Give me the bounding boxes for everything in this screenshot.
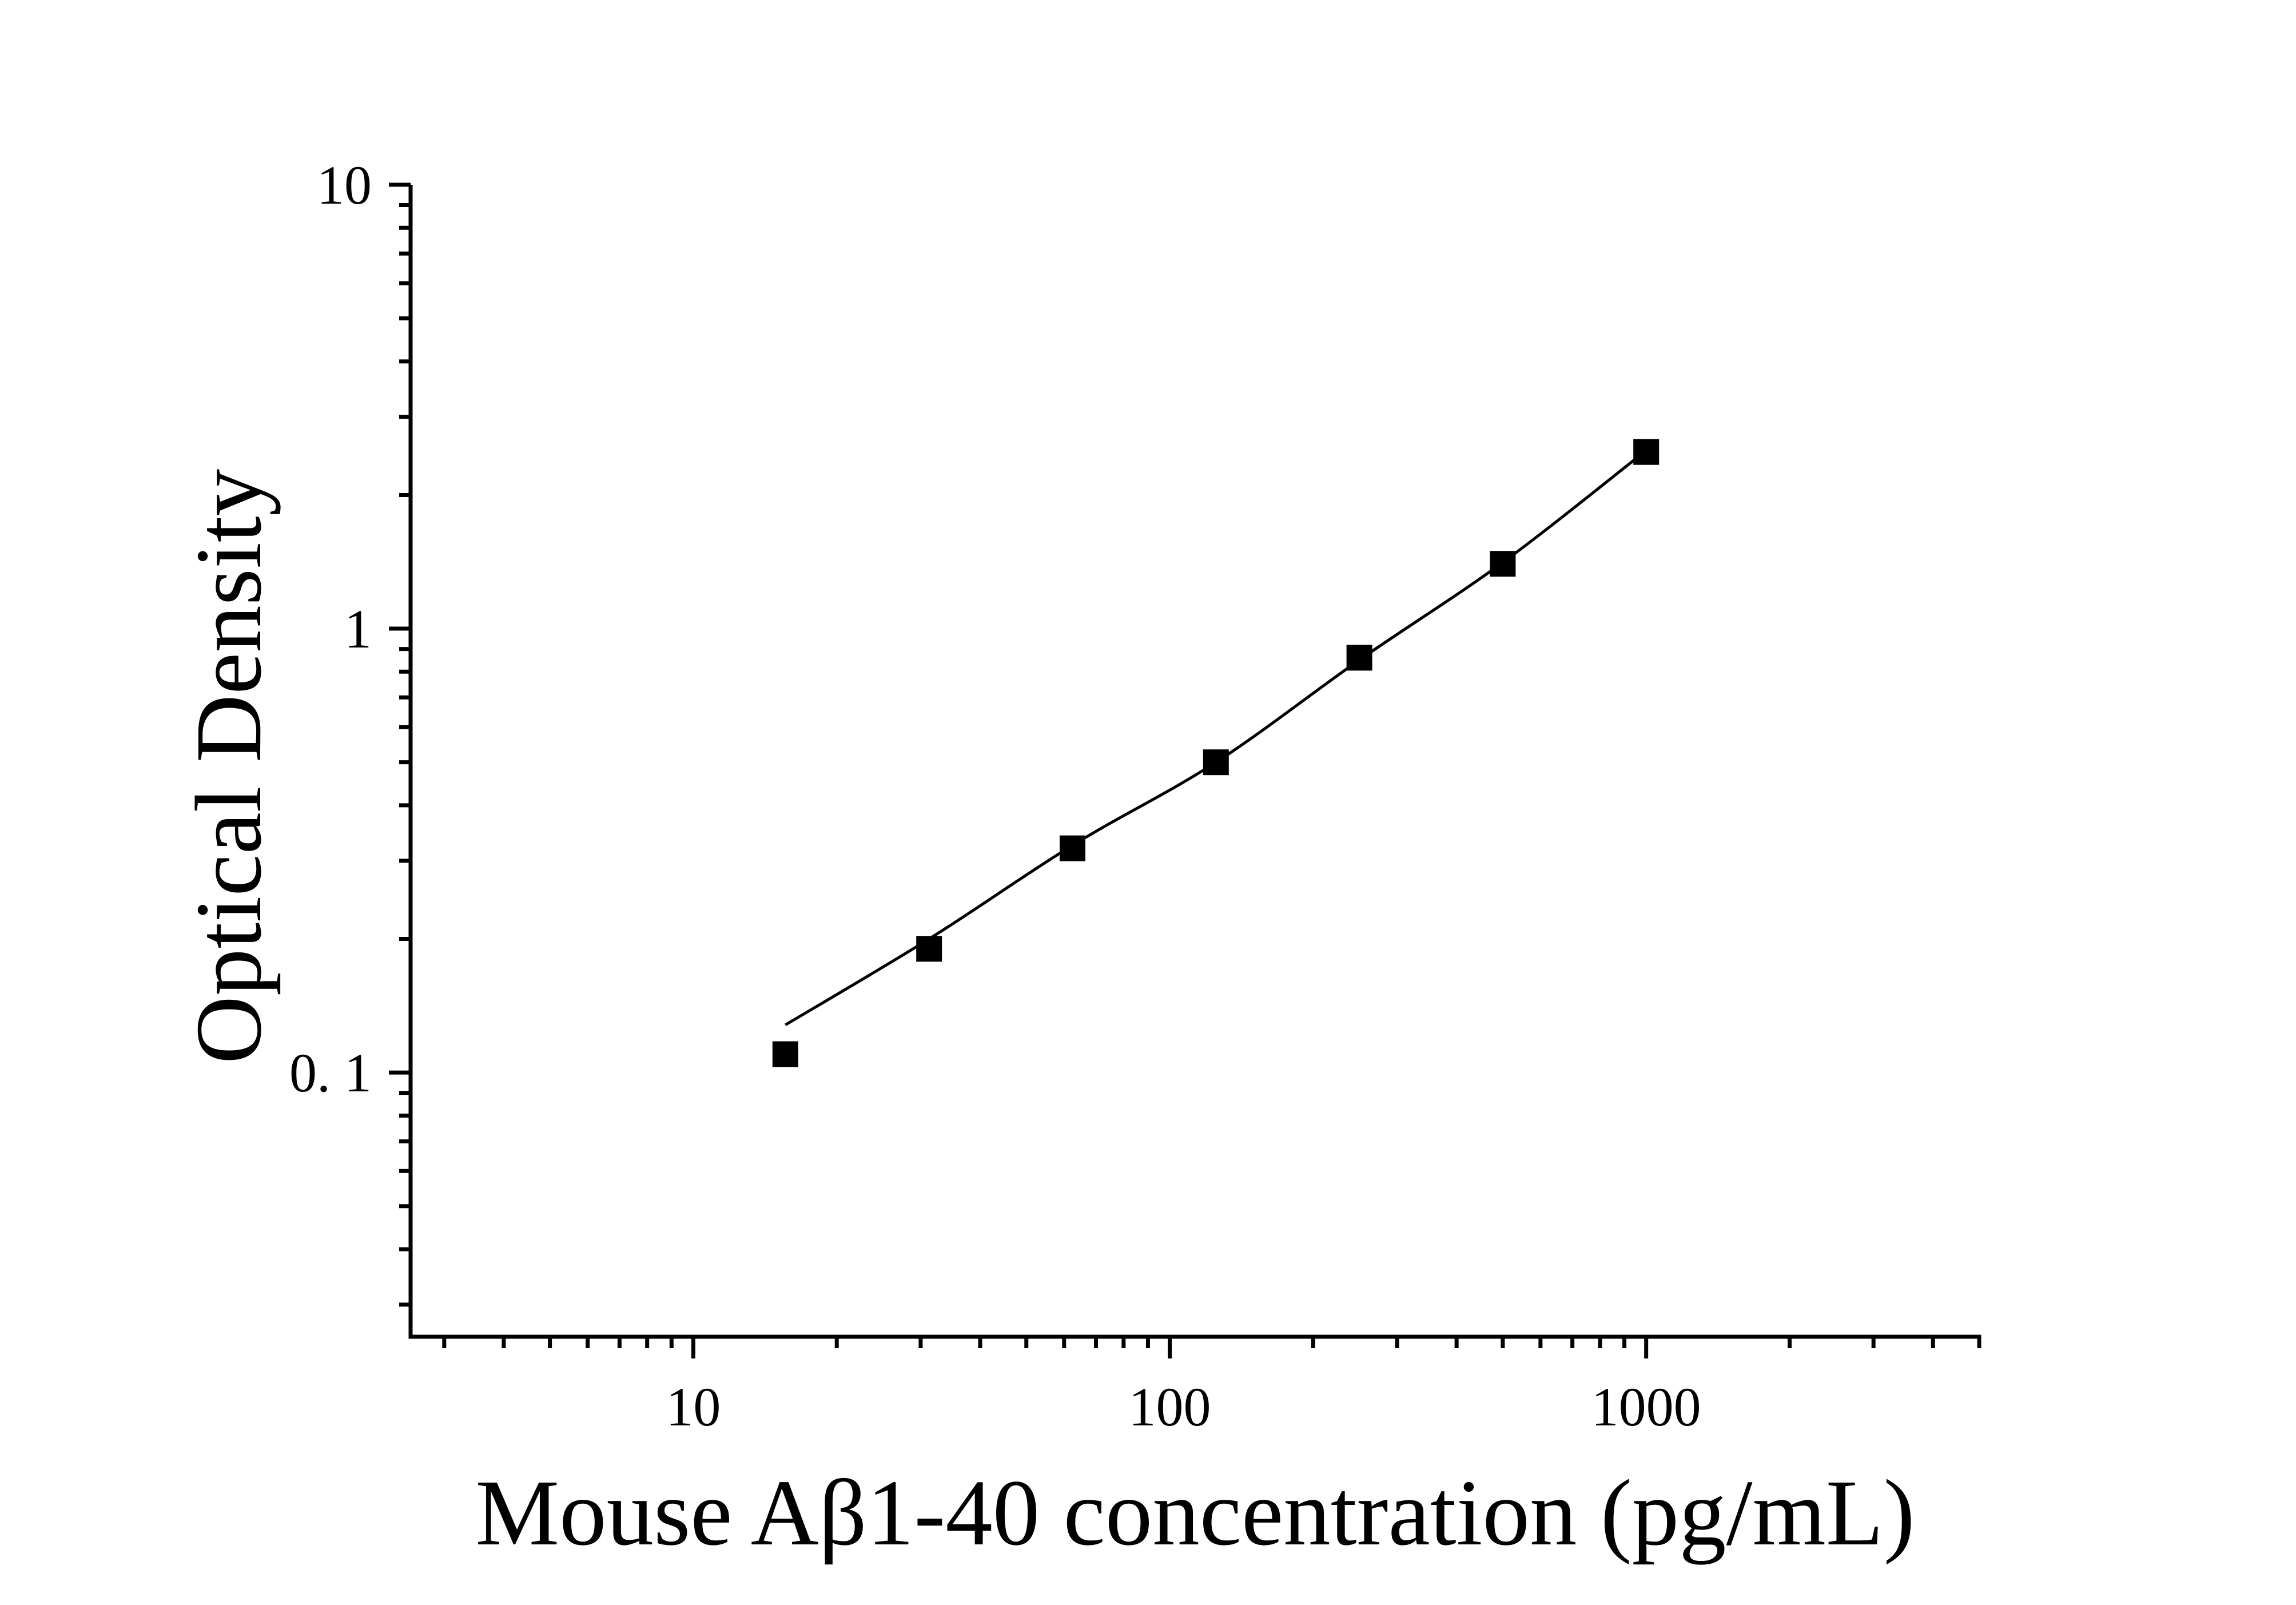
y-axis-title: Optical Density — [176, 469, 281, 1064]
data-series — [772, 439, 1660, 1067]
x-tick-label: 100 — [1129, 1376, 1211, 1437]
y-tick-label: 1 — [344, 598, 372, 660]
y-tick-label: 0. 1 — [289, 1042, 372, 1103]
fit-curve — [785, 449, 1648, 1027]
data-point — [916, 936, 942, 962]
x-tick-label: 10 — [666, 1376, 721, 1437]
y-axis: 10 1 0. 1 — [289, 154, 413, 1339]
data-point — [1203, 749, 1229, 776]
data-point — [1346, 645, 1372, 671]
x-tick-label: 1000 — [1591, 1376, 1701, 1437]
data-point — [1060, 835, 1085, 861]
data-point — [1490, 551, 1516, 577]
x-axis-title: Mouse Aβ1-40 concentration (pg/mL) — [475, 1460, 1915, 1565]
data-point — [1633, 439, 1660, 465]
data-point — [772, 1041, 798, 1067]
y-tick-label: 10 — [317, 154, 372, 216]
x-axis: 10 100 1000 — [411, 1334, 1981, 1437]
